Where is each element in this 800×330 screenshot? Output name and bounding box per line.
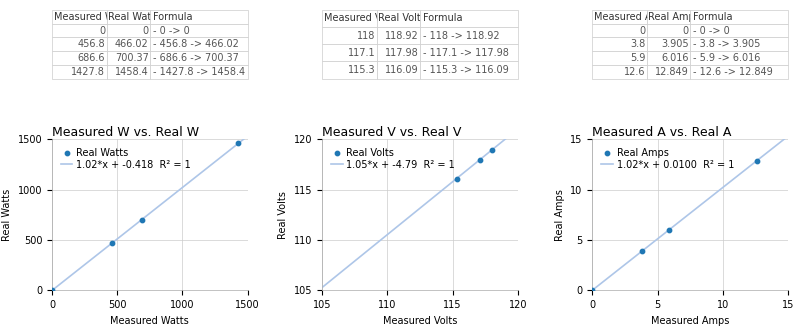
Real Watts: [46, 288, 58, 293]
Real Volts: [450, 176, 463, 181]
1.05*x + -4.79  R² = 1: [513, 127, 522, 131]
X-axis label: Measured Amps: Measured Amps: [651, 316, 730, 326]
Real Amps: [750, 158, 763, 163]
1.02*x + 0.0100  R² = 1: [587, 288, 597, 292]
1.05*x + -4.79  R² = 1: [318, 285, 327, 289]
X-axis label: Measured Volts: Measured Volts: [383, 316, 457, 326]
1.02*x + 0.0100  R² = 1: [753, 158, 762, 162]
1.02*x + 0.0100  R² = 1: [703, 197, 713, 201]
Text: Measured W vs. Real W: Measured W vs. Real W: [52, 126, 199, 139]
1.05*x + -4.79  R² = 1: [437, 188, 446, 192]
1.02*x + -0.418  R² = 1: [167, 194, 177, 198]
Text: Measured V vs. Real V: Measured V vs. Real V: [322, 126, 462, 139]
Y-axis label: Real Watts: Real Watts: [2, 189, 12, 241]
Real Watts: [135, 217, 148, 222]
1.02*x + -0.418  R² = 1: [48, 288, 58, 292]
1.02*x + -0.418  R² = 1: [225, 148, 234, 152]
Real Volts: [486, 148, 498, 153]
1.02*x + -0.418  R² = 1: [47, 288, 57, 292]
1.02*x + 0.0100  R² = 1: [588, 288, 598, 292]
Y-axis label: Real Amps: Real Amps: [554, 189, 565, 241]
Real Amps: [635, 248, 648, 254]
1.02*x + 0.0100  R² = 1: [707, 194, 717, 198]
X-axis label: Measured Watts: Measured Watts: [110, 316, 190, 326]
Real Watts: [232, 141, 245, 146]
1.05*x + -4.79  R² = 1: [434, 192, 443, 196]
Real Amps: [586, 288, 598, 293]
Real Volts: [474, 157, 486, 162]
Legend: Real Amps, 1.02*x + 0.0100  R² = 1: Real Amps, 1.02*x + 0.0100 R² = 1: [597, 144, 738, 174]
1.02*x + -0.418  R² = 1: [212, 158, 222, 162]
1.05*x + -4.79  R² = 1: [318, 285, 327, 289]
Legend: Real Watts, 1.02*x + -0.418  R² = 1: Real Watts, 1.02*x + -0.418 R² = 1: [57, 144, 195, 174]
1.02*x + 0.0100  R² = 1: [765, 148, 774, 152]
Real Amps: [663, 227, 676, 232]
Line: 1.02*x + -0.418  R² = 1: 1.02*x + -0.418 R² = 1: [52, 136, 248, 290]
1.05*x + -4.79  R² = 1: [482, 152, 492, 156]
1.02*x + -0.418  R² = 1: [164, 196, 174, 200]
Text: Measured A vs. Real A: Measured A vs. Real A: [592, 126, 732, 139]
1.02*x + -0.418  R² = 1: [163, 197, 173, 201]
1.05*x + -4.79  R² = 1: [434, 191, 443, 195]
1.02*x + 0.0100  R² = 1: [704, 197, 714, 201]
1.05*x + -4.79  R² = 1: [494, 142, 504, 146]
Line: 1.05*x + -4.79  R² = 1: 1.05*x + -4.79 R² = 1: [322, 129, 518, 287]
Real Watts: [106, 241, 118, 246]
Line: 1.02*x + 0.0100  R² = 1: 1.02*x + 0.0100 R² = 1: [592, 136, 788, 290]
1.02*x + -0.418  R² = 1: [243, 134, 253, 138]
Legend: Real Volts, 1.05*x + -4.79  R² = 1: Real Volts, 1.05*x + -4.79 R² = 1: [327, 144, 459, 174]
Y-axis label: Real Volts: Real Volts: [278, 191, 288, 239]
1.02*x + 0.0100  R² = 1: [783, 134, 793, 138]
